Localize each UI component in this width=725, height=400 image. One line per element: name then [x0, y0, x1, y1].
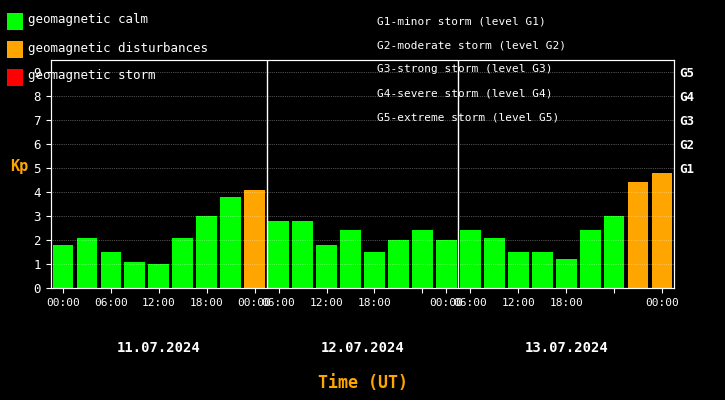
Bar [532, 252, 552, 288]
Text: 12.07.2024: 12.07.2024 [320, 341, 405, 355]
Text: geomagnetic storm: geomagnetic storm [28, 70, 155, 82]
Bar [652, 173, 673, 288]
Text: 13.07.2024: 13.07.2024 [524, 341, 608, 355]
Text: G4-severe storm (level G4): G4-severe storm (level G4) [377, 88, 552, 98]
Bar [340, 230, 361, 288]
Bar [580, 230, 600, 288]
Bar [196, 216, 217, 288]
Bar [292, 221, 312, 288]
Bar [173, 238, 193, 288]
Y-axis label: Kp: Kp [11, 159, 29, 174]
Bar [484, 238, 505, 288]
Bar [436, 240, 457, 288]
Bar [149, 264, 169, 288]
Text: G5-extreme storm (level G5): G5-extreme storm (level G5) [377, 112, 559, 122]
Text: geomagnetic calm: geomagnetic calm [28, 14, 148, 26]
Bar [125, 262, 145, 288]
Bar [508, 252, 529, 288]
Bar [268, 221, 289, 288]
Bar [604, 216, 624, 288]
Text: G3-strong storm (level G3): G3-strong storm (level G3) [377, 64, 552, 74]
Bar [389, 240, 409, 288]
Bar [413, 230, 433, 288]
Bar [52, 245, 73, 288]
Bar [220, 197, 241, 288]
Bar [628, 182, 648, 288]
Text: G1-minor storm (level G1): G1-minor storm (level G1) [377, 16, 546, 26]
Text: 11.07.2024: 11.07.2024 [117, 341, 201, 355]
Bar [460, 230, 481, 288]
Bar [244, 190, 265, 288]
Bar [101, 252, 121, 288]
Bar [77, 238, 97, 288]
Bar [316, 245, 336, 288]
Bar [364, 252, 385, 288]
Text: Time (UT): Time (UT) [318, 374, 407, 392]
Text: G2-moderate storm (level G2): G2-moderate storm (level G2) [377, 40, 566, 50]
Text: geomagnetic disturbances: geomagnetic disturbances [28, 42, 207, 54]
Bar [556, 259, 576, 288]
